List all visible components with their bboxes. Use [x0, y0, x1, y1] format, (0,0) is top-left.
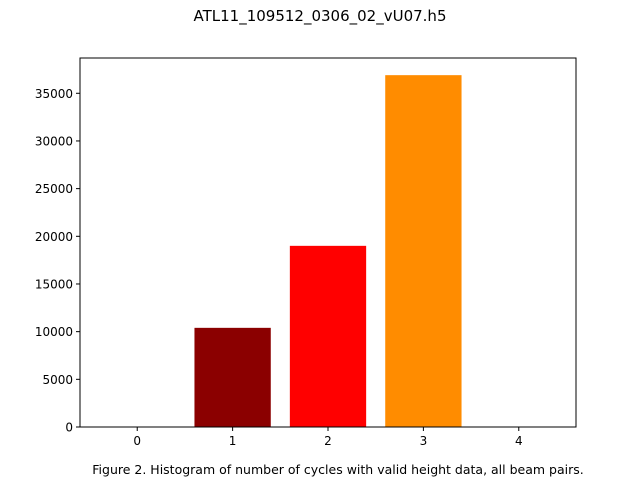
y-tick-label: 30000: [35, 134, 73, 148]
x-axis: 0 1 2 3 4: [133, 427, 523, 448]
y-tick-label: 25000: [35, 182, 73, 196]
x-tick-label: 1: [229, 434, 237, 448]
x-tick-label: 4: [515, 434, 523, 448]
y-tick-label: 35000: [35, 87, 73, 101]
y-tick-label: 15000: [35, 277, 73, 291]
bar-3: [385, 75, 462, 428]
bar-2: [289, 245, 367, 427]
plot-frame: [79, 57, 577, 428]
x-tick-label: 0: [133, 434, 141, 448]
chart-title: ATL11_109512_0306_02_vU07.h5: [193, 7, 447, 25]
y-tick-label: 0: [65, 421, 73, 435]
y-axis: 0 5000 10000 15000 20000 25000 30000 35000: [35, 87, 80, 435]
y-tick-label: 5000: [42, 373, 73, 387]
bar-1: [194, 327, 271, 427]
y-tick-label: 20000: [35, 230, 73, 244]
bars-group: [194, 75, 462, 428]
figure-caption: Figure 2. Histogram of number of cycles …: [92, 462, 584, 477]
y-tick-label: 10000: [35, 325, 73, 339]
x-tick-label: 3: [420, 434, 428, 448]
x-tick-label: 2: [324, 434, 332, 448]
